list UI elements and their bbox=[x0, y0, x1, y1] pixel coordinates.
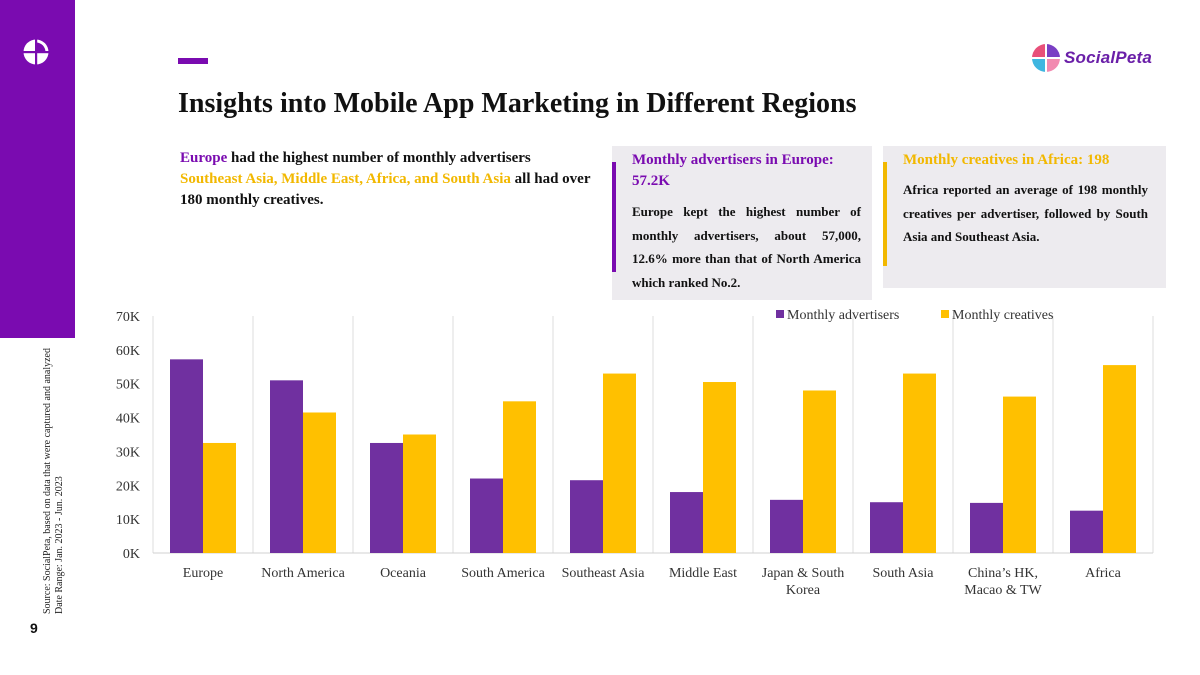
legend-label: Monthly advertisers bbox=[787, 308, 899, 323]
bar-creatives bbox=[803, 390, 836, 553]
brand-name: SocialPeta bbox=[1064, 48, 1152, 67]
bar-advertisers bbox=[770, 499, 803, 553]
bar-advertisers bbox=[570, 480, 603, 553]
bar-advertisers bbox=[270, 380, 303, 553]
bar-creatives bbox=[703, 382, 736, 553]
intro-text: Europe had the highest number of monthly… bbox=[180, 148, 600, 211]
insight-card-creatives: Monthly creatives in Africa: 198 Africa … bbox=[883, 146, 1166, 288]
card-accent-bar bbox=[883, 162, 887, 266]
y-tick-label: 60K bbox=[116, 344, 140, 359]
bar-advertisers bbox=[970, 502, 1003, 553]
bar-advertisers bbox=[170, 359, 203, 553]
intro-europe: Europe bbox=[180, 150, 228, 166]
bar-advertisers bbox=[370, 442, 403, 553]
bar-creatives bbox=[603, 373, 636, 553]
brand-logo: SocialPeta bbox=[1032, 43, 1152, 73]
x-tick-label: Europe bbox=[183, 566, 223, 581]
bar-creatives bbox=[903, 373, 936, 553]
bar-creatives bbox=[203, 442, 236, 553]
x-tick-label: China’s HK, Macao & TW bbox=[964, 566, 1042, 598]
x-tick-label: South Asia bbox=[872, 566, 934, 581]
x-tick-label: Japan & South Korea bbox=[762, 566, 844, 598]
bar-creatives bbox=[1003, 396, 1036, 553]
bar-advertisers bbox=[670, 492, 703, 553]
bar-creatives bbox=[503, 401, 536, 553]
intro-line1-rest: had the highest number of monthly advert… bbox=[227, 150, 531, 166]
card-accent-bar bbox=[612, 162, 616, 272]
socialpeta-logo-icon bbox=[1032, 44, 1060, 72]
bar-creatives bbox=[403, 434, 436, 553]
y-tick-label: 10K bbox=[116, 513, 140, 528]
y-tick-label: 0K bbox=[123, 547, 140, 562]
legend-swatch bbox=[941, 310, 949, 318]
bar-advertisers bbox=[1070, 510, 1103, 553]
card-body: Africa reported an average of 198 monthl… bbox=[903, 182, 1148, 244]
bar-advertisers bbox=[470, 478, 503, 553]
bar-creatives bbox=[1103, 365, 1136, 553]
page-number: 9 bbox=[30, 620, 38, 636]
y-tick-label: 70K bbox=[116, 310, 140, 325]
x-tick-label: North America bbox=[261, 566, 345, 581]
y-tick-label: 40K bbox=[116, 412, 140, 427]
insight-card-advertisers: Monthly advertisers in Europe: 57.2K Eur… bbox=[612, 146, 872, 300]
x-tick-label: Oceania bbox=[380, 566, 427, 581]
pie-logo-icon bbox=[23, 39, 49, 65]
x-tick-label: Middle East bbox=[669, 566, 737, 581]
y-tick-label: 20K bbox=[116, 479, 140, 494]
x-tick-label: Southeast Asia bbox=[562, 566, 646, 581]
intro-regions: Southeast Asia, Middle East, Africa, and… bbox=[180, 171, 511, 187]
bar-advertisers bbox=[870, 502, 903, 553]
title-accent-bar bbox=[178, 58, 208, 64]
y-tick-label: 50K bbox=[116, 378, 140, 393]
page-title: Insights into Mobile App Marketing in Di… bbox=[178, 88, 857, 119]
y-tick-label: 30K bbox=[116, 445, 140, 460]
bar-creatives bbox=[303, 412, 336, 553]
legend-swatch bbox=[776, 310, 784, 318]
x-tick-label: South America bbox=[461, 566, 545, 581]
card-body: Europe kept the highest number of monthl… bbox=[632, 204, 861, 290]
intro-line2-rest: all had over 180 monthly creatives. bbox=[180, 171, 591, 208]
card-title: Monthly advertisers in Europe: 57.2K bbox=[632, 152, 834, 189]
card-title: Monthly creatives in Africa: 198 bbox=[903, 152, 1110, 168]
legend-label: Monthly creatives bbox=[952, 308, 1053, 323]
x-tick-label: Africa bbox=[1085, 566, 1122, 581]
